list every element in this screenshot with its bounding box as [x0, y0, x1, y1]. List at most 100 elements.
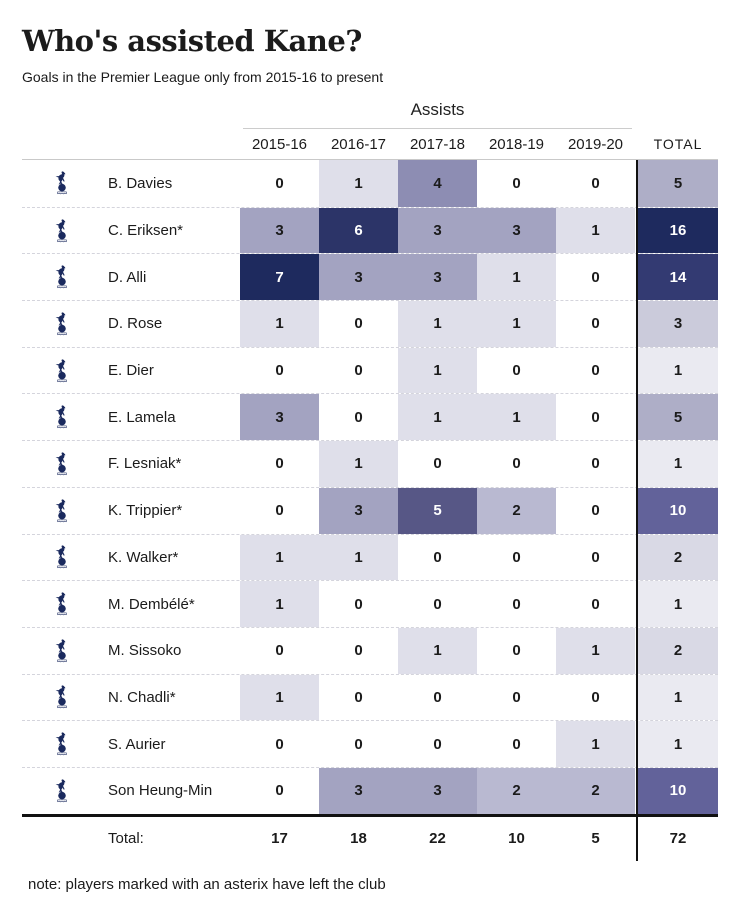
- assist-count-cell: 1: [319, 441, 398, 487]
- assist-count-cell: 0: [433, 688, 442, 706]
- assist-count-cell: 1: [319, 160, 398, 207]
- assist-count-cell: 0: [591, 455, 600, 473]
- player-name: K. Walker*: [108, 548, 179, 566]
- assist-count-cell: 0: [591, 408, 600, 426]
- assist-count-cell: 2: [556, 767, 635, 814]
- table-header: Assists 2015-16 2016-17 2017-18 2018-19 …: [22, 100, 718, 160]
- totals-row-grand-total: 72: [669, 830, 687, 848]
- player-name: E. Dier: [108, 362, 154, 380]
- tottenham-crest-icon: [22, 394, 95, 440]
- table-row: F. Lesniak* 0 1 0 0 0 1: [22, 440, 718, 487]
- assist-count-cell: 0: [512, 595, 521, 613]
- table-row: M. Sissoko 0 0 1 0 1 2: [22, 626, 718, 674]
- totals-row-value: 10: [508, 830, 525, 848]
- page-subtitle: Goals in the Premier League only from 20…: [22, 69, 384, 85]
- tottenham-crest-icon: [22, 535, 95, 581]
- page-title: Who's assisted Kane?: [22, 24, 362, 58]
- assists-group-label: Assists: [410, 100, 465, 119]
- assist-count-cell: 0: [354, 362, 363, 380]
- total-count-cell: 10: [638, 487, 718, 534]
- assist-count-cell: 3: [319, 767, 398, 814]
- table-row: D. Alli 7 3 3 1 0 14: [22, 253, 718, 301]
- player-name: D. Rose: [108, 315, 163, 333]
- table-row: E. Dier 0 0 1 0 0 1: [22, 346, 718, 394]
- tottenham-crest-icon: [22, 768, 95, 814]
- assist-count-cell: 0: [591, 502, 600, 520]
- total-count-cell: 1: [638, 674, 718, 721]
- assist-count-cell: 0: [354, 642, 363, 660]
- assist-count-cell: 0: [591, 548, 600, 566]
- table-row: D. Rose 1 0 1 1 0 3: [22, 300, 718, 347]
- assist-count-cell: 0: [354, 595, 363, 613]
- table-row: B. Davies 0 1 4 0 0 5: [22, 160, 718, 207]
- total-count-cell: 2: [638, 627, 718, 674]
- assist-count-cell: 3: [398, 767, 477, 814]
- tottenham-crest-icon: [22, 628, 95, 674]
- table-rows: B. Davies 0 1 4 0 0 5 C. Eriksen* 3 6 3 3 1 16 D. Al…: [22, 160, 718, 814]
- assist-count-cell: 0: [591, 174, 600, 192]
- totals-row-spacer: [22, 817, 95, 861]
- assist-count-cell: 4: [398, 160, 477, 207]
- tottenham-crest-icon: [22, 675, 95, 721]
- assist-count-cell: 7: [240, 254, 319, 301]
- footer-note: note: players marked with an asterix hav…: [28, 875, 386, 893]
- total-count-cell: 14: [638, 254, 718, 301]
- totals-row-value: 22: [429, 830, 446, 848]
- assists-underline: [243, 128, 632, 129]
- assist-count-cell: 2: [477, 767, 556, 814]
- assist-count-cell: 0: [275, 502, 284, 520]
- assist-count-cell: 1: [240, 581, 319, 627]
- table-row: S. Aurier 0 0 0 0 1 1: [22, 720, 718, 767]
- total-count-cell: 1: [638, 721, 718, 767]
- column-header-season-4: 2018-19: [488, 135, 545, 153]
- table-row: K. Trippier* 0 3 5 2 0 10: [22, 486, 718, 534]
- table-row: C. Eriksen* 3 6 3 3 1 16: [22, 206, 718, 254]
- assist-count-cell: 3: [240, 394, 319, 441]
- assist-count-cell: 0: [433, 455, 442, 473]
- assist-count-cell: 0: [512, 548, 521, 566]
- assist-count-cell: 0: [354, 315, 363, 333]
- assist-count-cell: 5: [398, 487, 477, 534]
- totals-row-value: 5: [591, 830, 600, 848]
- assist-count-cell: 0: [275, 174, 284, 192]
- assist-count-cell: 0: [354, 735, 363, 753]
- player-name: C. Eriksen*: [108, 222, 184, 240]
- tottenham-crest-icon: [22, 721, 95, 767]
- column-header-total: TOTAL: [653, 136, 703, 152]
- assist-count-cell: 0: [512, 362, 521, 380]
- column-header-season-1: 2015-16: [251, 135, 308, 153]
- player-name: S. Aurier: [108, 735, 166, 753]
- assist-count-cell: 0: [275, 362, 284, 380]
- total-count-cell: 16: [638, 207, 718, 254]
- total-count-cell: 1: [638, 347, 718, 394]
- player-name: Son Heung-Min: [108, 782, 213, 800]
- column-headers: 2015-16 2016-17 2017-18 2018-19 2019-20 …: [22, 129, 718, 160]
- assist-count-cell: 1: [477, 394, 556, 441]
- assist-count-cell: 1: [398, 627, 477, 674]
- player-name: N. Chadli*: [108, 688, 176, 706]
- assist-count-cell: 3: [398, 254, 477, 301]
- tottenham-crest-icon: [22, 160, 95, 207]
- assist-count-cell: 0: [275, 782, 284, 800]
- assist-count-cell: 3: [319, 254, 398, 301]
- table-row: E. Lamela 3 0 1 1 0 5: [22, 393, 718, 441]
- assist-count-cell: 3: [319, 487, 398, 534]
- assist-count-cell: 0: [512, 642, 521, 660]
- assist-count-cell: 0: [354, 688, 363, 706]
- assists-table: B. Davies 0 1 4 0 0 5 C. Eriksen* 3 6 3 3 1 16 D. Al…: [22, 160, 718, 861]
- assist-count-cell: 1: [398, 301, 477, 347]
- assist-count-cell: 1: [398, 394, 477, 441]
- table-row: Son Heung-Min 0 3 3 2 2 10: [22, 766, 718, 814]
- assist-count-cell: 0: [512, 455, 521, 473]
- assist-count-cell: 1: [556, 627, 635, 674]
- assist-count-cell: 0: [275, 735, 284, 753]
- assist-count-cell: 0: [433, 595, 442, 613]
- tottenham-crest-icon: [22, 441, 95, 487]
- total-divider-line: [636, 160, 638, 861]
- total-count-cell: 5: [638, 394, 718, 441]
- total-count-cell: 3: [638, 301, 718, 347]
- total-count-cell: 10: [638, 767, 718, 814]
- assist-count-cell: 1: [556, 207, 635, 254]
- player-name: E. Lamela: [108, 408, 176, 426]
- assist-count-cell: 0: [591, 315, 600, 333]
